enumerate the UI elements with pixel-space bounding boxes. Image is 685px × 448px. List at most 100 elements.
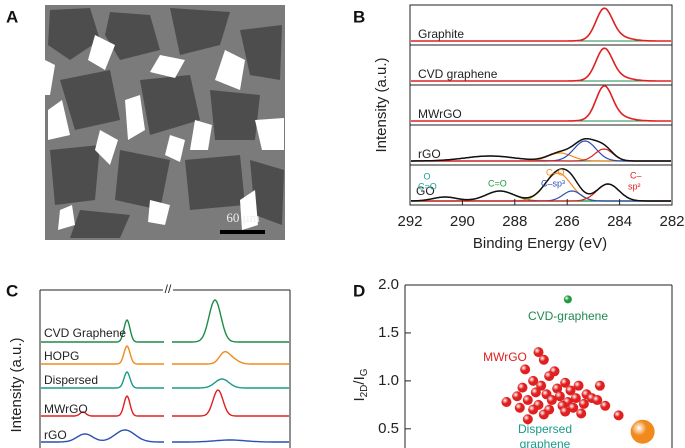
trace-label: CVD Graphene [44,326,126,340]
annotation: C–sp³ [541,178,565,188]
trace-label: rGO [44,428,67,442]
point [512,391,523,402]
point [517,382,528,393]
spectrum [411,7,671,42]
y-tick-label: 1.5 [378,324,399,341]
trace-label: MWrGO [418,107,462,121]
spectrum [172,299,289,343]
point [560,406,571,417]
point [533,347,544,358]
annotation: C=O [418,181,437,191]
point [592,395,603,406]
x-axis-label: Binding Energy (eV) [473,235,607,252]
point [570,393,581,404]
annotation: C=O [488,178,507,188]
point [573,380,584,391]
plot-frame [39,289,291,448]
point [568,402,579,413]
x-tick-label: 282 [659,213,684,230]
spectrum [172,439,289,443]
y-tick-label: 1.0 [378,372,399,389]
point [522,414,533,425]
trace-label: Graphite [418,27,464,41]
annotation: C– [630,170,642,180]
point [554,391,565,402]
trace-label: rGO [418,147,441,161]
spectrum [41,345,164,365]
spectrum [41,394,164,417]
spectrum [172,378,289,389]
point [501,396,512,407]
spectrum [411,168,671,202]
y-axis-label: I2D/IG [351,368,370,401]
point [563,295,572,304]
point [600,400,611,411]
spectrum [411,47,671,82]
label-part: G [359,368,370,376]
point [514,402,525,413]
micrograph [45,5,285,240]
point [522,395,533,406]
spectrum [172,351,289,365]
annotation: C–O [546,167,565,177]
series-label-box: Dispersed graphene [517,422,573,448]
spectrum [172,389,289,417]
scale-bar-label: 60 μm [226,210,259,225]
label-part: I [351,397,368,401]
x-tick-label: 292 [397,213,422,230]
annotation: O [423,171,430,181]
series-label: MWrGO [483,350,527,364]
spectrum [41,371,164,389]
label-part: /I [351,376,368,384]
point [528,404,539,415]
scatter [501,295,655,444]
x-tick-label: 288 [502,213,527,230]
plot-frame [404,284,673,448]
annotation: sp² [628,181,641,191]
point [538,409,549,420]
x-tick-label: 284 [607,213,632,230]
spectrum [411,85,671,122]
point [546,395,557,406]
x-tick-label: 286 [555,213,580,230]
spectrum [41,318,164,343]
point [544,371,555,382]
label-part: 2D [359,385,370,398]
trace-label: Dispersed [44,373,98,387]
point [565,385,576,396]
point [520,364,531,375]
point [630,419,655,444]
y-tick-label: 0.5 [378,420,399,437]
spectrum [41,429,164,443]
panel-label: A [6,7,18,26]
y-axis-label: Intensity (a.u.) [373,57,390,152]
point [528,375,539,386]
point [552,383,563,394]
spectrum [411,137,671,162]
point [594,380,605,391]
panel-label: C [6,281,18,300]
spectra [411,7,671,202]
series-label: Dispersed graphene [517,422,573,448]
trace-label: CVD graphene [418,67,498,81]
point [530,387,541,398]
x-tick-label: 290 [450,213,475,230]
spectra [41,299,289,443]
trace-label: MWrGO [44,402,88,416]
plot-frame [409,4,673,206]
point [536,380,547,391]
point [538,354,549,365]
axis-break: // [165,282,172,296]
point [613,410,624,421]
series-label: CVD-graphene [528,309,608,323]
point [560,377,571,388]
trace-label: GO [416,184,435,198]
y-axis-label: Intensity (a.u.) [8,337,25,432]
trace-label: HOPG [44,349,79,363]
point [576,408,587,419]
panel-label: D [353,281,365,300]
y-tick-label: 2.0 [378,276,399,293]
panel-label: B [353,7,365,26]
point [578,398,589,409]
